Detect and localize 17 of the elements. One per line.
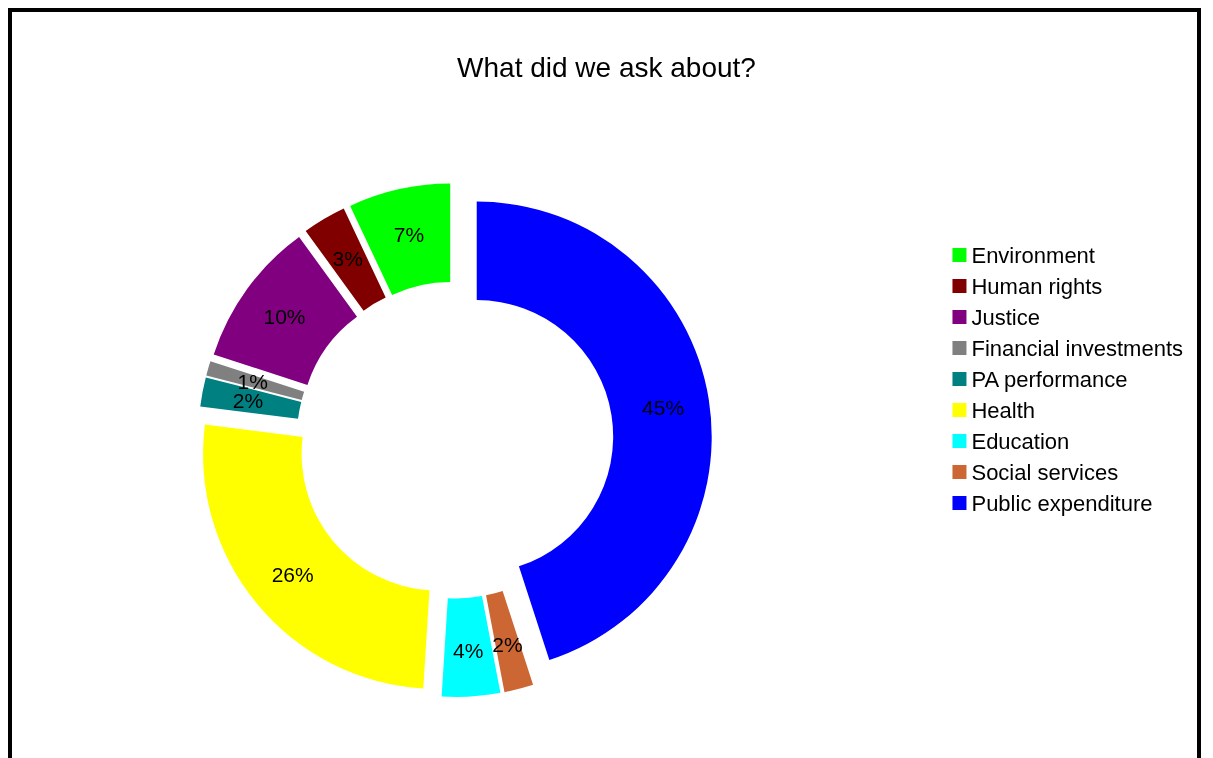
legend-label: Financial investments	[971, 335, 1184, 361]
legend-label: Education	[971, 428, 1070, 454]
data-label: 2%	[232, 389, 264, 413]
legend-label: Social services	[971, 459, 1119, 485]
chart-title: What did we ask about?	[457, 51, 756, 83]
legend-label: PA performance	[971, 366, 1128, 392]
data-label: 10%	[263, 304, 306, 328]
data-label: 26%	[271, 562, 314, 586]
legend-label: Human rights	[971, 273, 1103, 299]
data-label: 45%	[642, 395, 685, 419]
data-label: 4%	[453, 638, 484, 662]
legend-label: Public expenditure	[971, 490, 1153, 516]
legend-label: Justice	[971, 304, 1040, 330]
data-label: 7%	[393, 222, 425, 246]
legend-label: Health	[971, 397, 1036, 423]
legend-label: Environment	[971, 242, 1095, 268]
data-label: 3%	[332, 247, 363, 271]
